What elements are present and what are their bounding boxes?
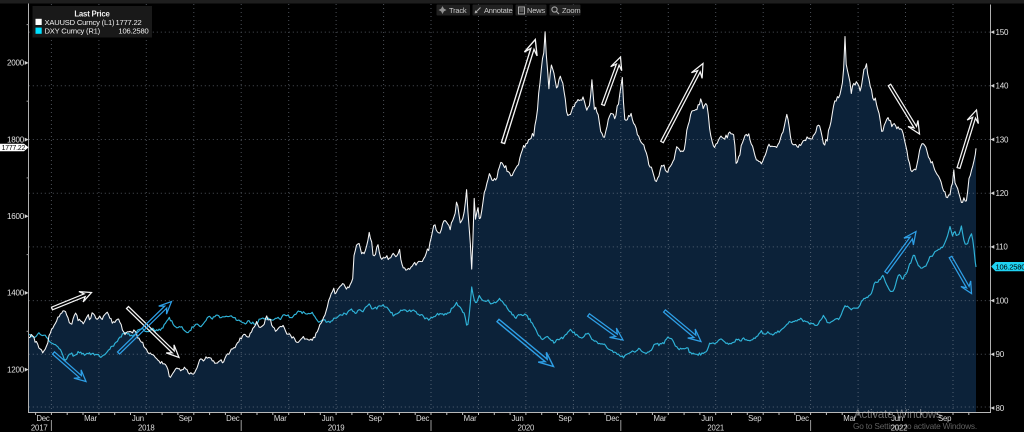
svg-text:2020: 2020 [518,424,535,432]
svg-text:140: 140 [996,82,1009,91]
svg-text:110: 110 [996,243,1009,252]
svg-text:Jun: Jun [891,414,903,423]
svg-text:Jun: Jun [132,414,144,423]
svg-text:Sep: Sep [369,414,383,423]
svg-text:2017: 2017 [31,424,48,432]
svg-text:1400: 1400 [7,289,25,298]
svg-text:Go to Settings to activate Win: Go to Settings to activate Windows. [853,421,977,431]
svg-text:DXY Curncy (R1): DXY Curncy (R1) [45,27,101,36]
svg-text:Sep: Sep [748,414,762,423]
svg-text:150: 150 [996,28,1009,37]
svg-text:Last Price: Last Price [74,10,110,19]
svg-text:Dec: Dec [416,414,430,423]
svg-text:News: News [527,6,545,15]
svg-text:106.2580: 106.2580 [996,262,1024,271]
svg-text:Dec: Dec [796,414,810,423]
svg-text:2019: 2019 [328,424,345,432]
svg-text:Jun: Jun [322,414,334,423]
svg-text:2022: 2022 [891,424,908,432]
svg-text:Activate Windows: Activate Windows [854,409,942,421]
svg-text:Mar: Mar [653,414,666,423]
svg-text:106.2580: 106.2580 [118,27,148,36]
svg-text:2018: 2018 [138,424,155,432]
svg-text:130: 130 [996,135,1009,144]
svg-text:90: 90 [996,350,1005,359]
svg-text:1800: 1800 [7,135,25,144]
svg-text:Track: Track [449,6,467,15]
svg-text:XAUUSD Curncy (L1): XAUUSD Curncy (L1) [45,18,115,27]
svg-text:1600: 1600 [7,212,25,221]
svg-text:Mar: Mar [84,414,97,423]
svg-text:Sep: Sep [558,414,572,423]
svg-text:2000: 2000 [7,59,25,68]
svg-text:100: 100 [996,296,1009,305]
svg-text:Zoom: Zoom [562,6,580,15]
svg-text:Sep: Sep [938,414,952,423]
svg-text:2021: 2021 [707,424,724,432]
svg-text:Jun: Jun [512,414,524,423]
svg-text:Sep: Sep [179,414,193,423]
svg-text:1200: 1200 [7,365,25,374]
svg-text:Dec: Dec [606,414,620,423]
svg-text:Mar: Mar [464,414,477,423]
svg-text:120: 120 [996,189,1009,198]
svg-text:Mar: Mar [843,414,856,423]
svg-text:Annotate: Annotate [484,6,512,15]
svg-text:Dec: Dec [226,414,240,423]
svg-text:1777.22: 1777.22 [115,18,141,27]
svg-text:Mar: Mar [274,414,287,423]
svg-text:Jun: Jun [701,414,713,423]
svg-text:Dec: Dec [36,414,50,423]
svg-text:80: 80 [996,404,1005,413]
svg-text:1777.22: 1777.22 [2,145,26,152]
